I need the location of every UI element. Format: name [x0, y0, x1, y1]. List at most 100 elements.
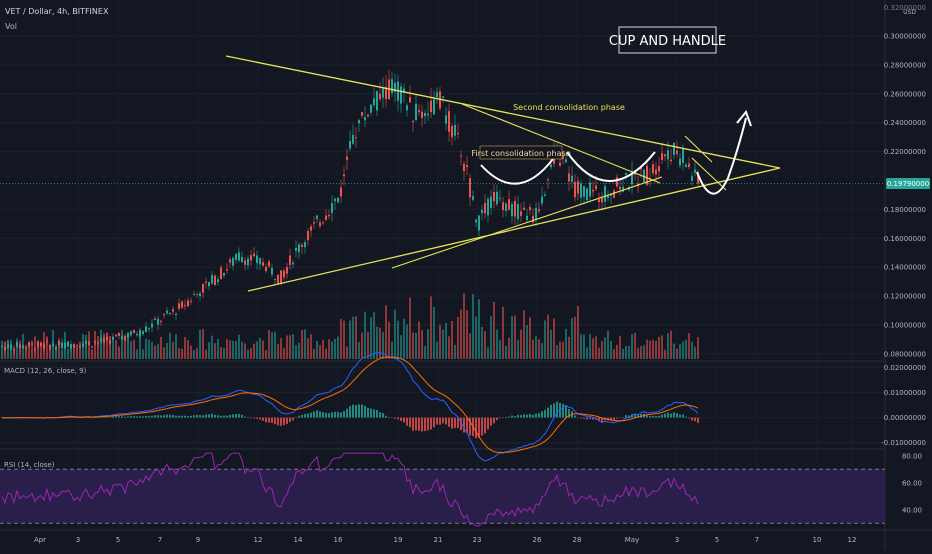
macd-hist-bar: [688, 417, 690, 419]
macd-hist-bar: [253, 417, 255, 419]
volume-bar: [28, 341, 30, 359]
volume-bar: [664, 349, 666, 359]
candle-body: [301, 244, 303, 247]
macd-hist-bar: [601, 417, 603, 422]
macd-hist-bar: [544, 409, 546, 418]
candle-body: [604, 186, 606, 202]
volume-bar: [562, 341, 564, 359]
macd-hist-bar: [352, 404, 354, 418]
volume-bar: [277, 343, 279, 359]
macd-hist-bar: [667, 412, 669, 418]
inner-support-line[interactable]: [391, 176, 663, 269]
handle-line[interactable]: [691, 157, 727, 191]
volume-bar: [574, 316, 576, 359]
macd-hist-bar: [199, 415, 201, 418]
volume-bar: [496, 329, 498, 359]
candle-body: [46, 341, 48, 343]
candle-body: [130, 331, 132, 336]
macd-hist-bar: [205, 414, 207, 418]
candle-body: [529, 207, 531, 211]
macd-hist-bar: [625, 415, 627, 418]
candle-body: [52, 343, 54, 347]
inner-resistance-line[interactable]: [461, 103, 661, 184]
candle-body: [652, 164, 654, 174]
volume-bar: [211, 335, 213, 359]
volume-bar: [688, 333, 690, 359]
macd-hist-bar: [217, 415, 219, 418]
volume-bar: [115, 340, 117, 359]
cup-curve-1[interactable]: [480, 151, 559, 185]
macd-hist-bar: [229, 414, 231, 418]
candle-body: [610, 193, 612, 196]
macd-hist-bar: [532, 414, 534, 418]
macd-hist-bar: [529, 413, 531, 418]
volume-bar: [619, 336, 621, 359]
candle-body: [202, 283, 204, 293]
candle-body: [100, 338, 102, 342]
volume-bar: [433, 306, 435, 359]
candle-body: [562, 156, 564, 159]
macd-hist-bar: [520, 415, 522, 418]
candle-body: [277, 274, 279, 284]
volume-bar: [328, 339, 330, 359]
candle-body: [292, 262, 294, 265]
macd-hist-bar: [691, 417, 693, 421]
macd-hist-bar: [679, 414, 681, 418]
macd-hist-bar: [445, 417, 447, 425]
volume-bar: [634, 332, 636, 359]
price-axis[interactable]: 0.30000000 0.28000000 0.26000000 0.24000000…: [884, 33, 926, 359]
candle-body: [658, 166, 660, 172]
macd-hist-bar: [346, 408, 348, 418]
candle-body: [424, 112, 426, 117]
macd-hist-bar: [586, 417, 588, 420]
macd-hist-bar: [376, 409, 378, 418]
candle-body: [622, 186, 624, 192]
first-phase-note[interactable]: First consolidation phase: [471, 145, 571, 160]
macd-hist-bar: [424, 417, 426, 432]
volume-bar: [235, 341, 237, 359]
grid: [0, 35, 885, 444]
macd-hist-bar: [172, 415, 174, 418]
candle-body: [10, 344, 12, 349]
volume-bar: [199, 329, 201, 359]
volume-bar: [628, 345, 630, 359]
volume-bar: [253, 343, 255, 359]
volume-bar: [163, 347, 165, 359]
volume-bar: [196, 347, 198, 359]
upper-trendline[interactable]: [225, 55, 781, 169]
cup-and-handle-box[interactable]: CUP AND HANDLE: [609, 26, 726, 54]
candle-body: [514, 200, 516, 217]
volume-bar: [31, 340, 33, 359]
candle-body: [340, 187, 342, 197]
lower-trendline[interactable]: [247, 167, 781, 292]
volume-bar: [625, 346, 627, 359]
volume-bar: [16, 338, 18, 359]
volume-bar: [169, 332, 171, 359]
volume-bar: [208, 342, 210, 359]
macd-hist-bar: [142, 416, 144, 418]
macd-hist-bar: [682, 414, 684, 418]
volume-bar: [265, 349, 267, 359]
candle-body: [691, 176, 693, 181]
volume-bar: [109, 336, 111, 359]
candle-body: [178, 303, 180, 309]
second-phase-note[interactable]: Second consolidation phase: [513, 100, 625, 113]
handle-line[interactable]: [684, 135, 713, 163]
volume-bar: [556, 345, 558, 359]
candle-body: [88, 341, 90, 346]
projection-curve[interactable]: [696, 117, 747, 195]
volume-bar: [379, 327, 381, 359]
macd-hist-bar: [592, 417, 594, 420]
candle-body: [478, 215, 480, 231]
candle-body: [223, 272, 225, 276]
time-tick-label: 7: [755, 536, 759, 544]
candle-body: [235, 253, 237, 260]
candle-body: [688, 163, 690, 167]
macd-hist-bar: [160, 415, 162, 418]
cup-curve-2[interactable]: [566, 151, 656, 182]
volume-bar: [7, 339, 9, 359]
time-axis[interactable]: Apr 3 5 7 9 12 14 16 19 21 23 26 28 May 3 5 7 10 12: [34, 536, 857, 544]
candle-body: [421, 111, 423, 118]
